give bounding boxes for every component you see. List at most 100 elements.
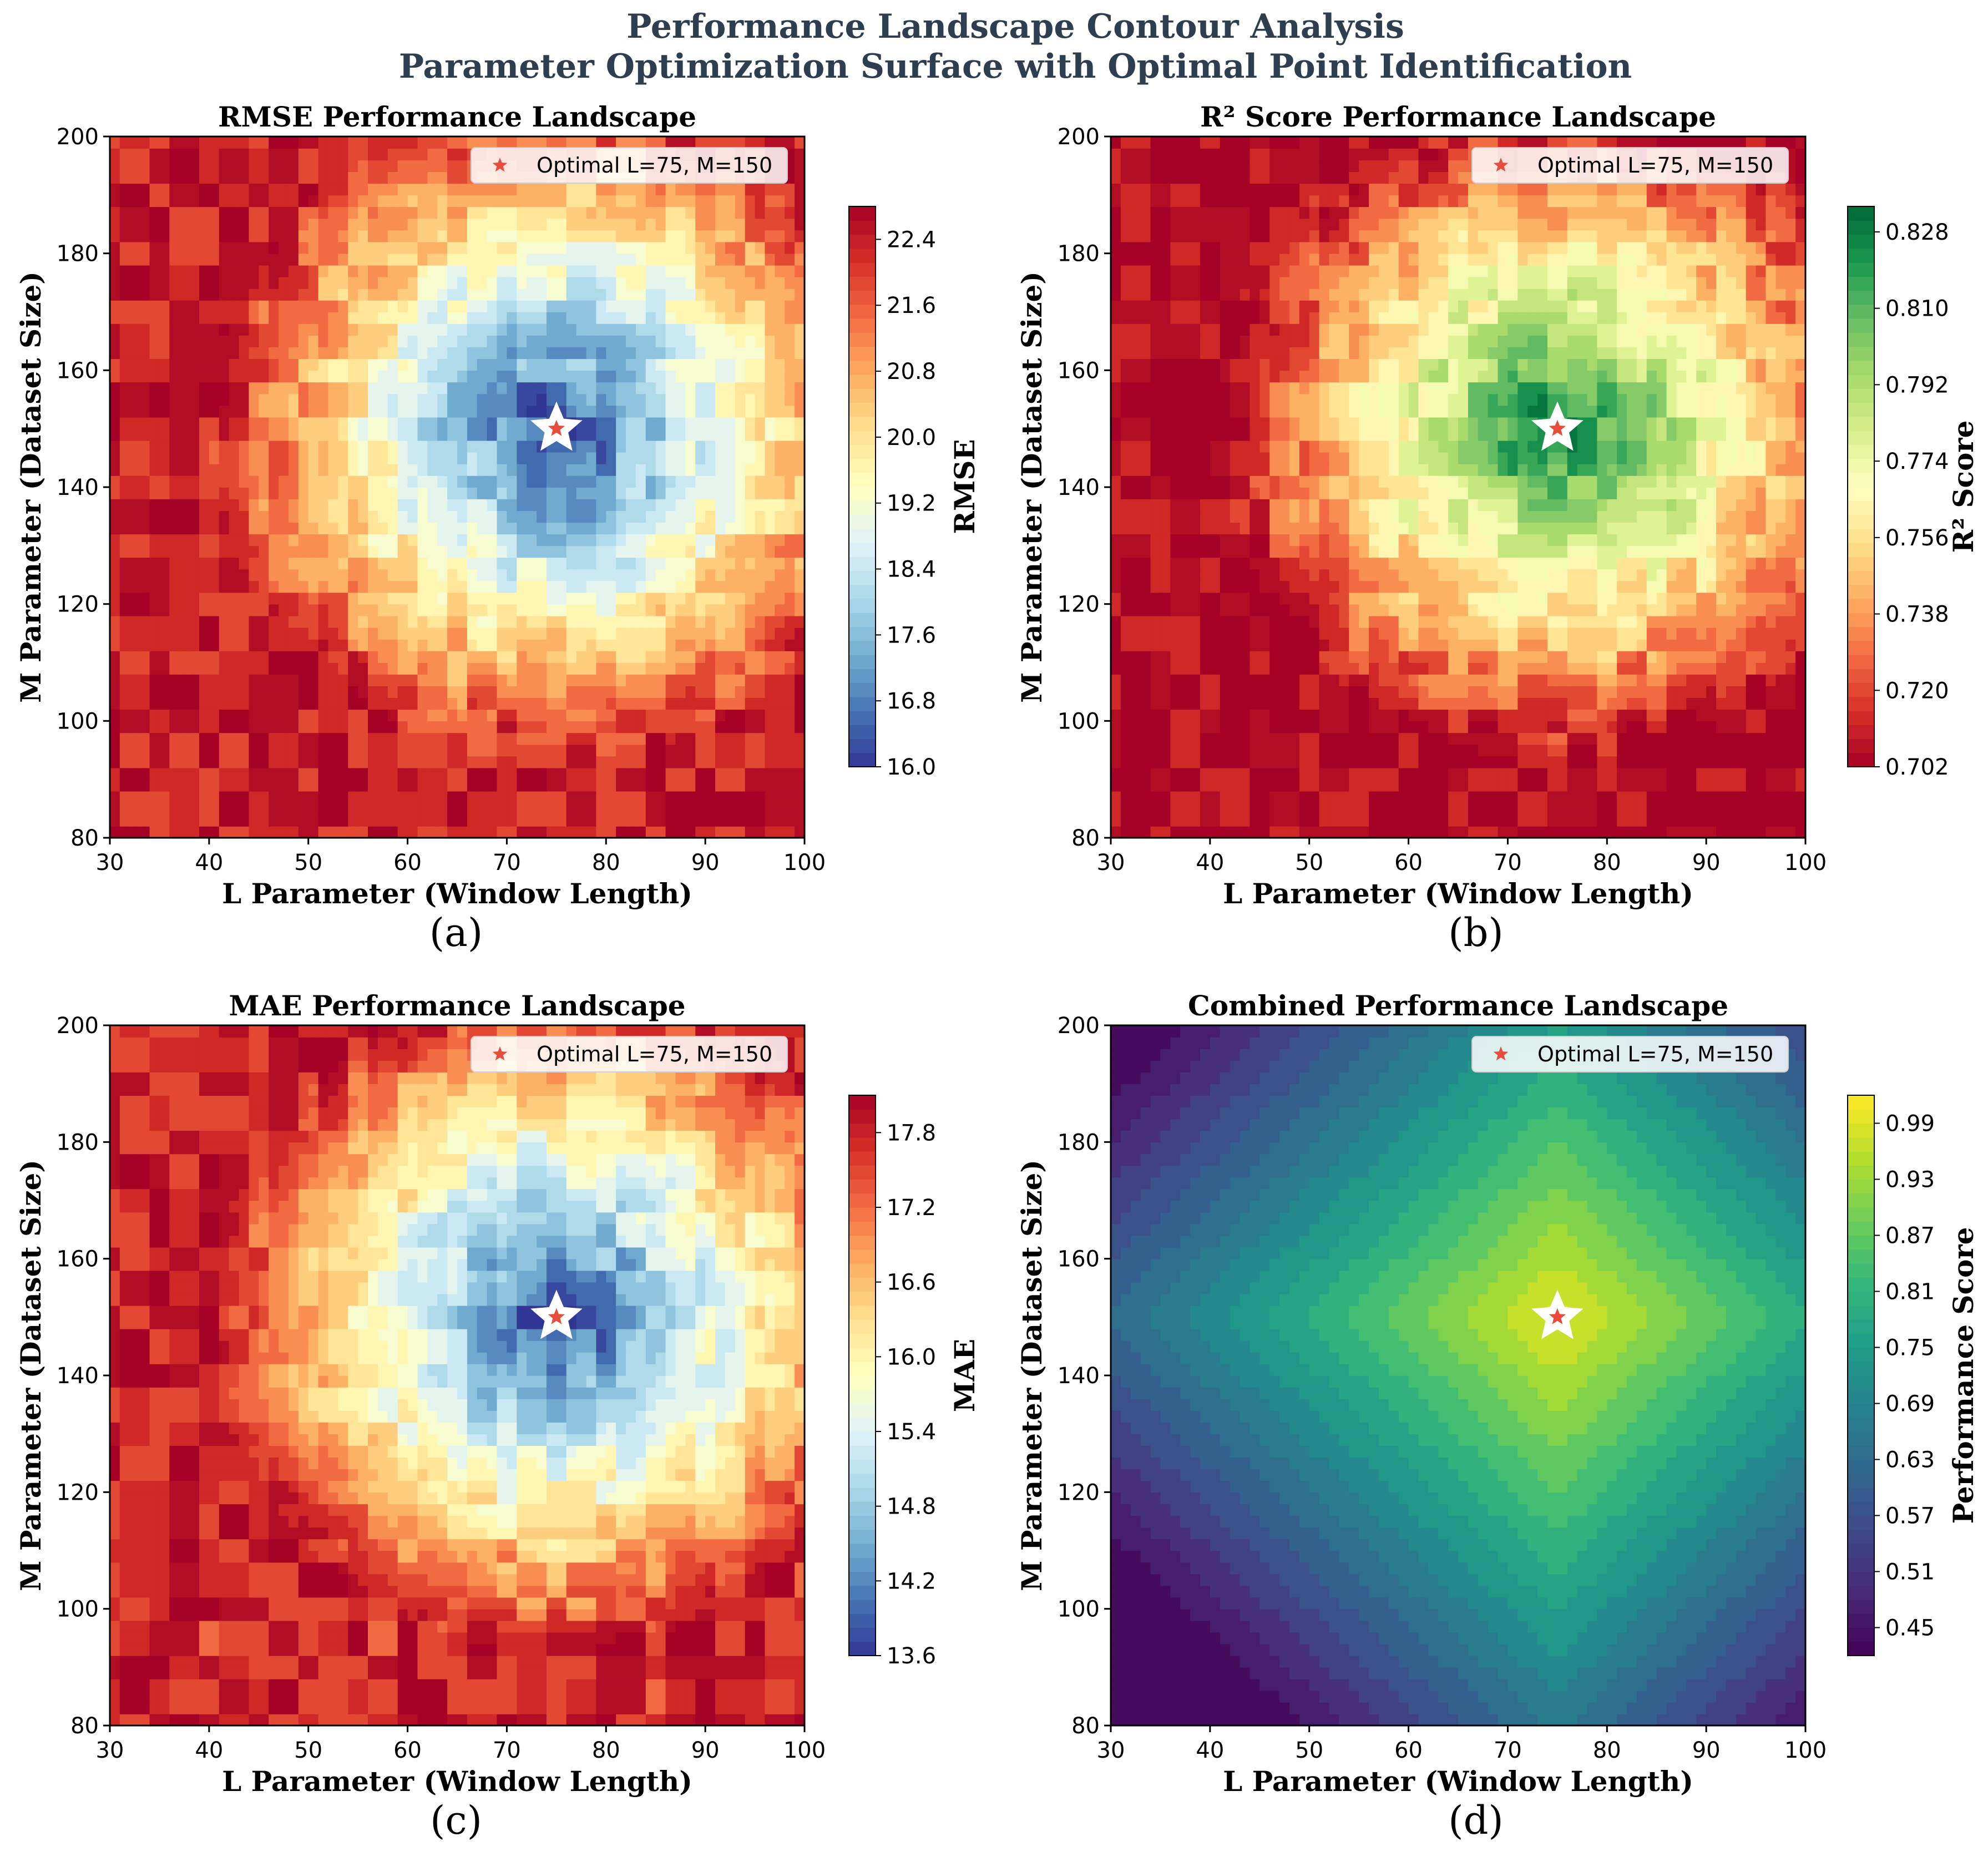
contour-cell xyxy=(119,241,130,254)
contour-cell xyxy=(189,650,200,663)
contour-cell xyxy=(1458,826,1469,838)
contour-cell xyxy=(189,499,200,511)
contour-cell xyxy=(775,323,786,336)
contour-cell xyxy=(606,440,616,453)
contour-cell xyxy=(755,487,766,499)
contour-cell xyxy=(129,639,140,651)
contour-cell xyxy=(149,650,160,663)
contour-cell xyxy=(735,674,746,686)
contour-cell xyxy=(655,510,666,523)
contour-cell xyxy=(249,791,260,803)
contour-cell xyxy=(626,756,636,768)
contour-cell xyxy=(626,697,636,710)
contour-cell xyxy=(1627,767,1637,780)
contour-cell xyxy=(387,697,398,710)
contour-cell xyxy=(665,650,676,663)
contour-cell xyxy=(626,580,636,593)
contour-cell xyxy=(685,475,696,488)
contour-cell xyxy=(596,499,607,511)
contour-cell xyxy=(1250,744,1261,757)
contour-cell xyxy=(635,545,646,558)
contour-cell xyxy=(1359,802,1369,815)
contour-cell xyxy=(338,826,349,838)
contour-cell xyxy=(775,241,786,254)
contour-cell xyxy=(755,767,766,780)
contour-cell xyxy=(149,417,160,429)
contour-cell xyxy=(626,195,636,208)
contour-cell xyxy=(338,347,349,360)
contour-cell xyxy=(239,627,250,640)
contour-cell xyxy=(427,393,438,406)
contour-cell xyxy=(626,475,636,488)
contour-cell xyxy=(358,265,368,277)
contour-cell xyxy=(546,241,557,254)
contour-cell xyxy=(675,475,686,488)
contour-cell xyxy=(1517,732,1528,745)
contour-cell xyxy=(795,802,805,815)
contour-cell xyxy=(377,697,388,710)
y-tick-label: 80 xyxy=(70,826,99,851)
optimal-point-marker[interactable] xyxy=(548,419,565,436)
contour-cell xyxy=(229,382,240,394)
contour-cell xyxy=(755,405,766,418)
contour-cell xyxy=(318,732,329,745)
contour-cell xyxy=(556,370,567,383)
contour-cell xyxy=(229,206,240,219)
contour-cell xyxy=(279,569,289,581)
contour-cell xyxy=(239,615,250,628)
contour-cell xyxy=(358,347,368,360)
contour-cell xyxy=(765,732,776,745)
contour-cell xyxy=(338,697,349,710)
contour-cell xyxy=(427,382,438,394)
contour-cell xyxy=(169,779,180,792)
contour-cell xyxy=(457,534,468,547)
contour-cell xyxy=(576,826,587,838)
contour-cell xyxy=(685,300,696,312)
contour-cell xyxy=(715,592,726,605)
contour-cell xyxy=(437,463,448,476)
contour-cell xyxy=(377,791,388,803)
contour-cell xyxy=(1666,814,1677,827)
contour-cell xyxy=(715,802,726,815)
contour-cell xyxy=(705,312,716,324)
contour-cell xyxy=(269,265,279,277)
contour-cell xyxy=(566,826,577,838)
contour-cell xyxy=(576,230,587,242)
contour-cell xyxy=(616,779,626,792)
contour-cell xyxy=(139,639,150,651)
contour-cell xyxy=(139,347,150,360)
contour-cell xyxy=(626,709,636,722)
contour-cell xyxy=(159,779,170,792)
contour-cell xyxy=(417,674,428,686)
contour-cell xyxy=(407,557,418,570)
contour-cell xyxy=(279,756,289,768)
contour-cell xyxy=(517,405,527,418)
contour-cell xyxy=(467,347,478,360)
contour-cell xyxy=(269,580,279,593)
contour-cell xyxy=(457,627,468,640)
contour-cell xyxy=(358,148,368,160)
contour-cell xyxy=(328,358,339,371)
contour-cell xyxy=(110,487,120,499)
contour-cell xyxy=(159,288,170,301)
contour-cell xyxy=(527,323,537,336)
contour-cell xyxy=(179,557,190,570)
contour-cell xyxy=(705,463,716,476)
contour-cell xyxy=(1378,779,1389,792)
contour-cell xyxy=(755,323,766,336)
contour-cell xyxy=(556,487,567,499)
contour-cell xyxy=(457,428,468,441)
contour-cell xyxy=(1349,802,1359,815)
contour-cell xyxy=(626,744,636,757)
contour-cell xyxy=(626,569,636,581)
contour-cell xyxy=(437,814,448,827)
contour-cell xyxy=(279,312,289,324)
contour-cell xyxy=(725,241,736,254)
contour-cell xyxy=(745,826,756,838)
contour-cell xyxy=(437,580,448,593)
contour-cell xyxy=(328,767,339,780)
contour-cell xyxy=(546,604,557,616)
contour-cell xyxy=(397,627,408,640)
contour-cell xyxy=(239,487,250,499)
contour-cell xyxy=(745,323,756,336)
